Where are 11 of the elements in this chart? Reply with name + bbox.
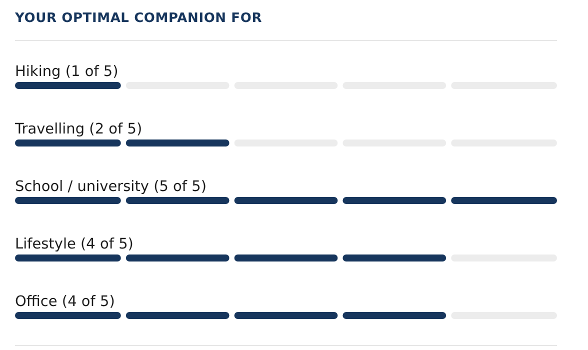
text: YOUR OPTIMAL COMPANION FOR <box>14 11 262 26</box>
category-label: School / university <box>15 179 150 195</box>
data-label: (4 of 5) <box>80 236 134 252</box>
category-label: Lifestyle <box>15 236 76 252</box>
category-label: Travelling <box>14 122 85 138</box>
category-label: Office <box>15 294 58 310</box>
data-label: (5 of 5) <box>154 179 207 195</box>
data-label: (2 of 5) <box>89 122 142 138</box>
data-label: (4 of 5) <box>62 294 115 310</box>
category-label: Hiking <box>15 64 61 80</box>
data-label: (1 of 5) <box>65 64 118 80</box>
